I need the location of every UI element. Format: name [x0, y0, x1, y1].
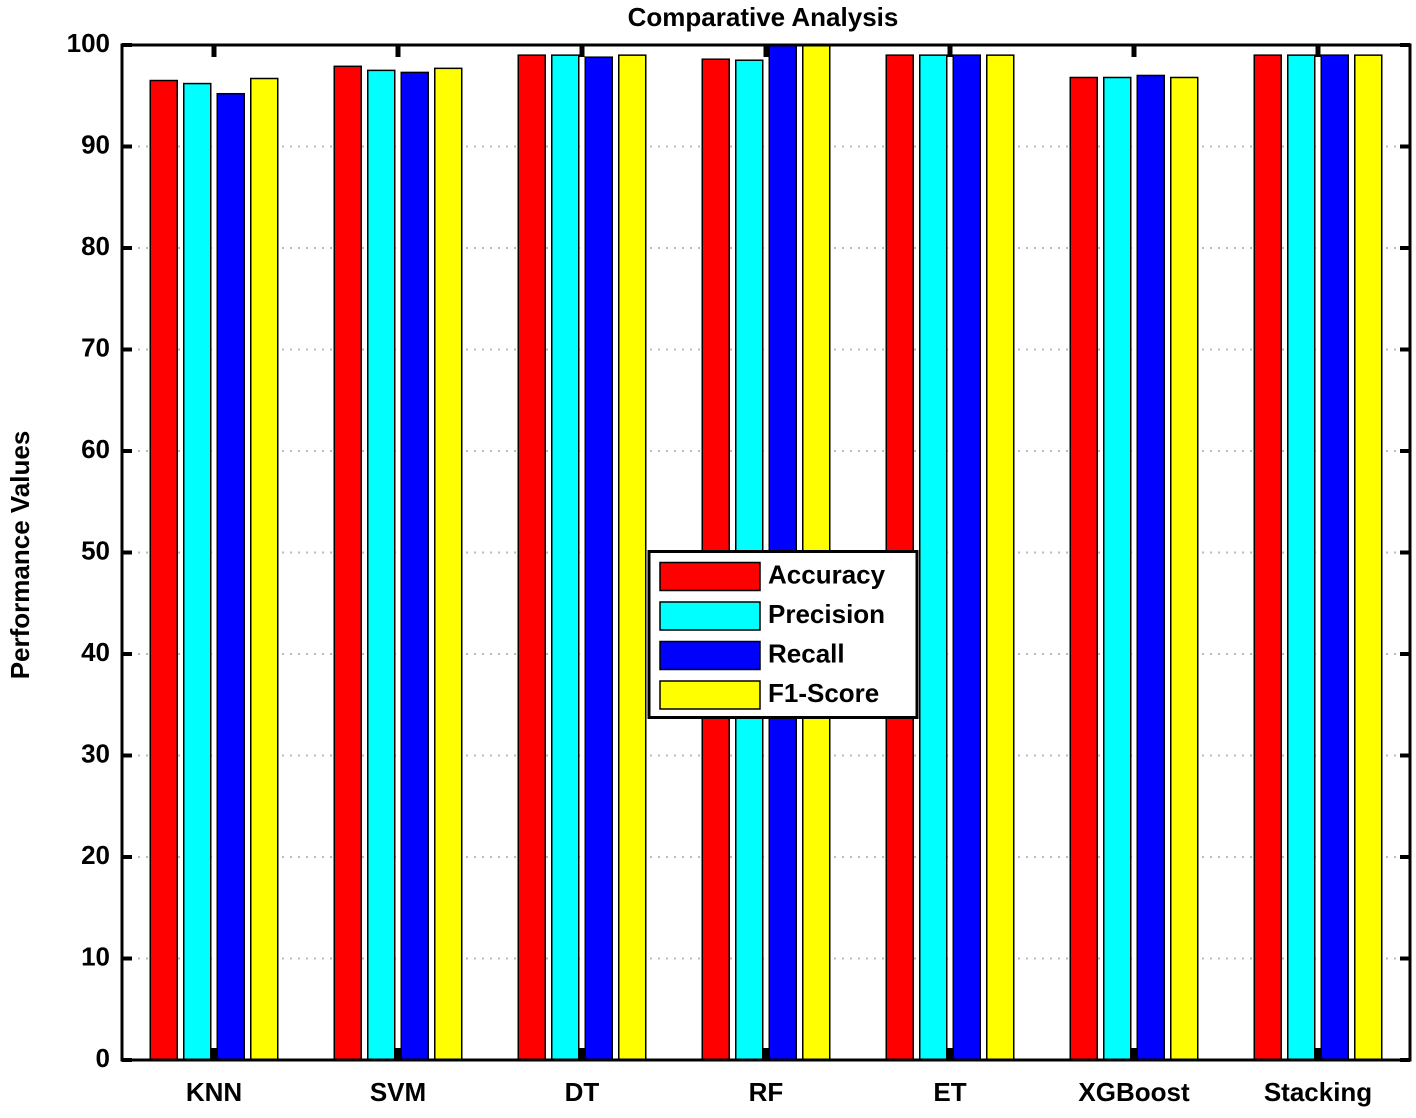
- bar: [517, 54, 546, 1061]
- legend-label: Precision: [768, 599, 885, 629]
- bar: [149, 79, 178, 1061]
- x-tick-label: KNN: [186, 1077, 242, 1107]
- y-tick-label: 40: [81, 637, 110, 667]
- bar: [1136, 74, 1165, 1061]
- legend-label: F1-Score: [768, 678, 879, 708]
- bar: [183, 82, 212, 1061]
- bar: [1253, 54, 1282, 1061]
- plot-frame: [120, 43, 1412, 1062]
- chart-title: Comparative Analysis: [628, 2, 899, 32]
- x-tick-label: RF: [749, 1077, 784, 1107]
- y-tick-label: 100: [67, 28, 110, 58]
- legend-label: Accuracy: [768, 559, 886, 589]
- legend-swatch: [659, 640, 761, 671]
- bar: [1320, 54, 1349, 1061]
- bar: [584, 56, 613, 1061]
- bar: [1103, 76, 1132, 1061]
- y-tick-label: 20: [81, 840, 110, 870]
- legend-label: Recall: [768, 638, 845, 668]
- y-tick-label: 90: [81, 129, 110, 159]
- legend-swatch: [659, 561, 761, 592]
- bar: [400, 71, 429, 1061]
- bar: [618, 54, 647, 1061]
- bar: [1069, 76, 1098, 1061]
- bar: [367, 69, 396, 1061]
- x-tick-label: XGBoost: [1078, 1077, 1190, 1107]
- bar: [986, 54, 1015, 1061]
- y-axis-label: Performance Values: [5, 431, 35, 680]
- bar: [919, 54, 948, 1061]
- bar: [551, 54, 580, 1061]
- legend-swatch: [659, 601, 761, 631]
- bar: [1354, 54, 1383, 1061]
- y-tick-label: 70: [81, 332, 110, 362]
- y-tick-label: 30: [81, 738, 110, 768]
- x-tick-label: ET: [933, 1077, 966, 1107]
- bar: [250, 77, 279, 1061]
- legend: Accuracy Precision Recall F1-Score: [647, 550, 919, 719]
- bar: [434, 67, 463, 1061]
- y-tick-label: 80: [81, 231, 110, 261]
- y-tick-label: 50: [81, 535, 110, 565]
- x-tick-label: Stacking: [1264, 1077, 1372, 1107]
- bar: [1170, 76, 1199, 1061]
- bar: [216, 92, 245, 1061]
- bar: [952, 54, 981, 1061]
- x-tick-label: SVM: [370, 1077, 426, 1107]
- y-tick-label: 10: [81, 941, 110, 971]
- bar: [1287, 54, 1316, 1061]
- y-tick-label: 60: [81, 434, 110, 464]
- legend-swatch: [659, 680, 761, 710]
- bar: [333, 65, 362, 1061]
- y-tick-label: 0: [96, 1043, 110, 1073]
- x-tick-label: DT: [565, 1077, 600, 1107]
